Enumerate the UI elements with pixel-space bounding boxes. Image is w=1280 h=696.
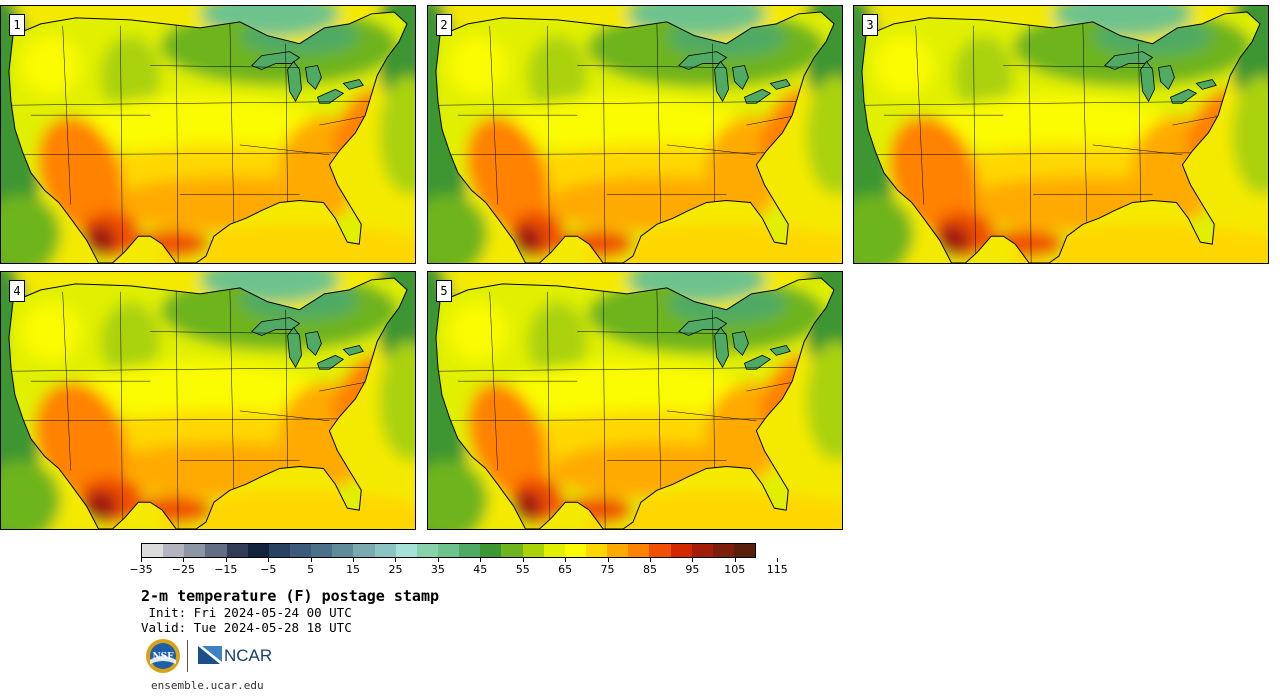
colorbar-tick-label: −25 <box>171 563 196 576</box>
colorbar-swatch <box>184 544 206 557</box>
colorbar-tick <box>607 558 609 562</box>
forecast-panel-5: 5 <box>427 271 843 530</box>
temperature-colorbar <box>141 543 756 558</box>
colorbar-swatch <box>374 544 396 557</box>
colorbar-swatch <box>628 544 650 557</box>
init-time: Init: Fri 2024-05-24 00 UTC <box>141 605 352 620</box>
colorbar-ticks: −35 −25 −15 −5 5 15 25 35 45 55 65 75 85 95 105 115 <box>129 558 788 576</box>
colorbar-swatch <box>585 544 608 557</box>
plot-title: 2-m temperature (F) postage stamp <box>141 587 440 605</box>
colorbar-tick-label: 55 <box>515 563 530 576</box>
colorbar-tick-label: 65 <box>558 563 573 576</box>
colorbar-swatch <box>712 544 734 557</box>
colorbar-tick-label: 15 <box>346 563 361 576</box>
colorbar-swatch <box>163 544 185 557</box>
colorbar-swatch <box>226 544 248 557</box>
colorbar-swatch <box>332 544 354 557</box>
colorbar-tick <box>649 558 651 562</box>
forecast-panel-1: 1 <box>0 5 416 264</box>
colorbar-tick <box>395 558 397 562</box>
colorbar-tick-label: −35 <box>129 563 153 576</box>
colorbar-tick <box>183 558 185 562</box>
temperature-map <box>428 6 842 263</box>
colorbar-tick-label: 105 <box>724 563 746 576</box>
colorbar-tick-label: 25 <box>388 563 403 576</box>
colorbar-swatch <box>733 544 756 557</box>
colorbar-tick-label: 5 <box>307 563 315 576</box>
colorbar-swatch <box>353 544 375 557</box>
temperature-map <box>428 272 842 529</box>
colorbar-swatch <box>543 544 565 557</box>
temperature-map <box>1 272 415 529</box>
ncar-logo-text: NCAR <box>224 646 272 665</box>
colorbar-tick <box>268 558 270 562</box>
nsf-logo-text: NSF <box>152 652 174 662</box>
colorbar-tick <box>734 558 736 562</box>
colorbar-tick-label: 35 <box>430 563 445 576</box>
colorbar-tick-label: 85 <box>642 563 657 576</box>
colorbar-tick <box>310 558 312 562</box>
colorbar-swatch <box>268 544 290 557</box>
site-url: ensemble.ucar.edu <box>151 679 264 692</box>
valid-time: Valid: Tue 2024-05-28 18 UTC <box>141 620 352 635</box>
colorbar-swatch <box>247 544 269 557</box>
colorbar-swatch <box>142 544 164 557</box>
colorbar-swatch <box>607 544 629 557</box>
colorbar-swatch <box>480 544 502 557</box>
colorbar-tick-label: 115 <box>766 563 788 576</box>
panel-number-label: 5 <box>436 280 452 302</box>
colorbar-swatch <box>416 544 438 557</box>
colorbar-swatch <box>311 544 333 557</box>
colorbar-swatch <box>459 544 481 557</box>
colorbar-swatch <box>522 544 544 557</box>
ncar-logo: NCAR <box>198 646 272 665</box>
colorbar-tick <box>480 558 482 562</box>
colorbar-tick <box>522 558 524 562</box>
colorbar-swatch <box>501 544 523 557</box>
colorbar-tick-label: 45 <box>473 563 488 576</box>
forecast-panel-2: 2 <box>427 5 843 264</box>
colorbar-tick <box>353 558 355 562</box>
colorbar-swatch <box>289 544 312 557</box>
colorbar-tick-label: −5 <box>260 563 277 576</box>
temperature-map <box>854 6 1268 263</box>
colorbar-tick <box>225 558 227 562</box>
panel-number-label: 3 <box>862 14 878 36</box>
colorbar-tick <box>141 558 142 562</box>
colorbar-tick <box>565 558 567 562</box>
colorbar-tick <box>692 558 694 562</box>
colorbar-tick-label: 75 <box>600 563 615 576</box>
colorbar-swatch <box>395 544 417 557</box>
panel-number-label: 2 <box>436 14 452 36</box>
colorbar-tick-label: −15 <box>214 563 238 576</box>
panel-number-label: 1 <box>9 14 25 36</box>
colorbar-swatch <box>437 544 460 557</box>
colorbar-swatch <box>205 544 227 557</box>
forecast-panel-3: 3 <box>853 5 1269 264</box>
colorbar-swatch <box>649 544 671 557</box>
colorbar-swatch <box>564 544 586 557</box>
forecast-panel-4: 4 <box>0 271 416 530</box>
panel-number-label: 4 <box>9 280 25 302</box>
colorbar-tick <box>437 558 439 562</box>
logo-divider <box>187 640 188 672</box>
colorbar-tick <box>777 558 779 562</box>
colorbar-swatch <box>670 544 692 557</box>
colorbar-swatch <box>691 544 713 557</box>
nsf-logo: NSF <box>146 639 180 673</box>
temperature-map <box>1 6 415 263</box>
colorbar-tick-label: 95 <box>685 563 700 576</box>
